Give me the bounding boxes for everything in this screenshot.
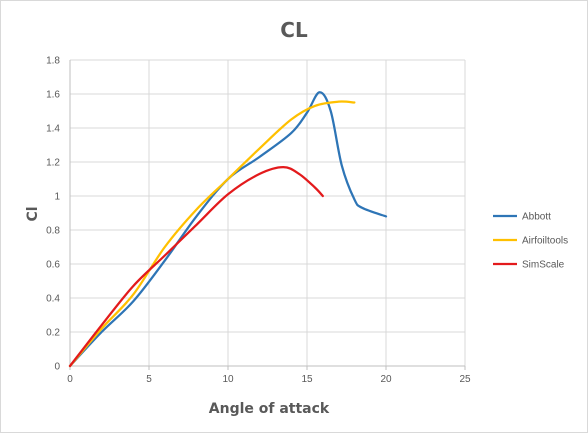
legend-label-airfoiltools: Airfoiltools — [522, 236, 568, 247]
y-tick-label-9: 1.8 — [46, 56, 60, 67]
x-tick-label-0: 0 — [67, 374, 73, 385]
legend-label-abbott: Abbott — [522, 212, 551, 223]
x-axis-title: Angle of attack — [209, 401, 330, 417]
gridlines — [70, 59, 466, 366]
y-tick-label-7: 1.4 — [46, 124, 60, 135]
series-layer — [68, 91, 388, 368]
tick-labels: 0 5 10 15 20 25 0 0.2 0.4 0.6 0.8 1 1.2 1.4 1.6 1.8 — [46, 56, 471, 386]
x-tick-label-3: 15 — [301, 374, 313, 385]
y-tick-label-0: 0 — [54, 362, 60, 373]
chart-title: CL — [280, 18, 308, 42]
x-tick-label-5: 25 — [459, 374, 471, 385]
x-tick-label-1: 5 — [146, 374, 152, 385]
y-tick-label-6: 1.2 — [46, 158, 60, 169]
x-tick-label-4: 20 — [380, 374, 392, 385]
series-line-airfoiltools — [68, 100, 356, 368]
axes — [69, 60, 466, 370]
legend: Abbott Airfoiltools SimScale — [493, 212, 568, 271]
legend-label-simscale: SimScale — [522, 260, 565, 271]
y-tick-label-8: 1.6 — [46, 90, 60, 101]
y-tick-label-1: 0.2 — [46, 328, 60, 339]
x-tick-label-2: 10 — [222, 374, 234, 385]
y-tick-label-5: 1 — [54, 192, 60, 203]
y-tick-label-3: 0.6 — [46, 260, 60, 271]
y-axis-title: Cl — [25, 206, 41, 221]
y-tick-label-2: 0.4 — [46, 294, 60, 305]
y-tick-label-4: 0.8 — [46, 226, 60, 237]
series-line-simscale — [68, 165, 324, 368]
series-line-abbott — [68, 91, 388, 368]
